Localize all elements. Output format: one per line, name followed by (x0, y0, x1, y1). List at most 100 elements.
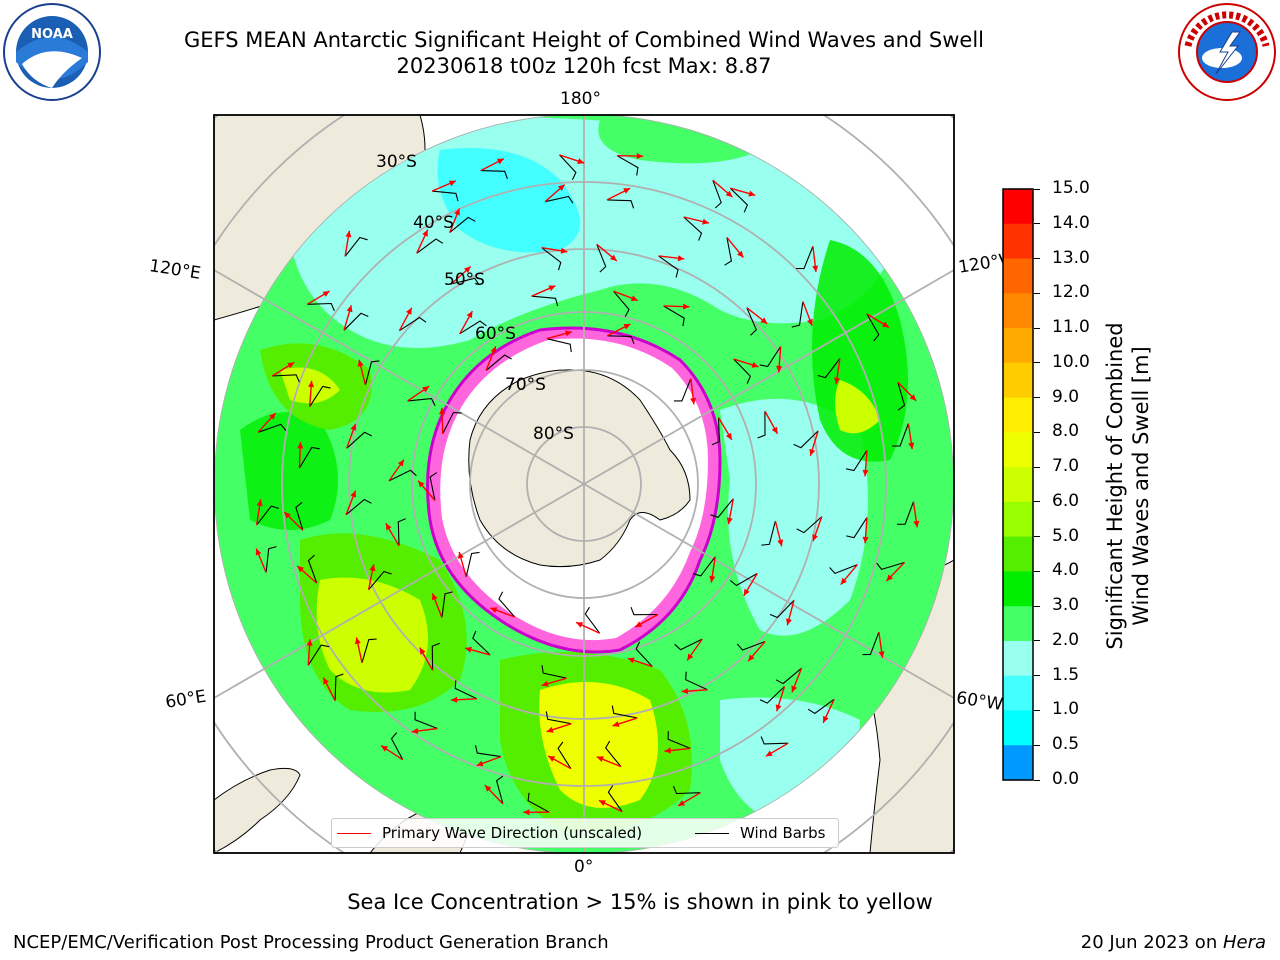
wind-barb (674, 638, 703, 651)
wind-barb (298, 446, 320, 469)
wind-barb (474, 745, 502, 758)
wave-arrow-head (598, 800, 606, 806)
wave-arrow-head (255, 548, 262, 556)
colorbar-segment (1003, 467, 1033, 503)
wave-arrow-head (284, 512, 291, 519)
noaa-logo: NOAA (3, 3, 101, 101)
colorbar-tick-mark (1034, 744, 1040, 746)
lon-label-0: 0° (574, 857, 594, 877)
wave-arrow-head (623, 188, 631, 194)
wave-arrow-head (465, 646, 472, 653)
wind-barb (775, 667, 802, 685)
colorbar-segment (1003, 536, 1033, 573)
wave-arrow-head (523, 809, 530, 816)
legend-black-line (695, 832, 729, 834)
wave-arrow-head (690, 397, 697, 405)
colorbar-tick-mark (1034, 258, 1040, 260)
colorbar-tick-mark (1034, 397, 1040, 399)
wave-arrow-head (807, 318, 813, 326)
sea-ice-note: Sea Ice Concentration > 15% is shown in … (347, 890, 933, 914)
wind-barb (541, 247, 562, 271)
wave-arrow-head (431, 593, 438, 601)
colorbar-segment (1003, 675, 1033, 712)
wind-barb (407, 398, 436, 407)
colorbar-tick-mark (1034, 605, 1040, 607)
wind-barb (685, 671, 708, 691)
wave-arrow-head (350, 423, 357, 431)
wind-barb (729, 187, 749, 213)
wave-arrow-head (548, 756, 556, 762)
colorbar (1002, 188, 1034, 781)
wave-arrow-head (357, 359, 364, 367)
wind-barb (272, 374, 300, 383)
wind-barb (736, 640, 766, 651)
wind-barb (795, 246, 814, 270)
africa-land (214, 767, 301, 853)
wind-barb (472, 630, 491, 656)
wave-arrow-head (627, 657, 635, 664)
colorbar-tick-mark (1034, 570, 1040, 572)
wave-arrow-head (323, 677, 329, 685)
wind-barb (793, 430, 819, 449)
wind-barb (667, 731, 691, 749)
legend-barbs-label: Wind Barbs (740, 824, 826, 842)
antarctica-land (468, 369, 691, 568)
wave-arrow-head (464, 266, 471, 273)
colorbar-segment (1003, 223, 1033, 260)
wave-arrow-head (345, 230, 352, 238)
wind-barb (897, 501, 915, 525)
wave-arrow-head (677, 255, 685, 262)
legend-red-line (337, 832, 371, 834)
colorbar-segment (1003, 745, 1033, 781)
wind-barb (429, 472, 438, 501)
wind-barb (431, 642, 440, 671)
wind-barb (630, 607, 658, 616)
wind-barb (441, 591, 453, 618)
wave-arrow-head (297, 442, 304, 449)
wind-barb (442, 411, 462, 435)
lat-label-80s: 80°S (533, 424, 574, 444)
wave-arrow-head (306, 639, 313, 646)
wind-barb (390, 732, 404, 761)
wave-arrow-head (882, 321, 889, 328)
wave-arrow-head (678, 800, 686, 806)
wave-arrow-head (862, 469, 869, 477)
wave-arrow-head (411, 728, 419, 734)
wave-arrow-head (454, 208, 460, 216)
wave-arrow-head (546, 726, 554, 733)
wind-barb (527, 792, 550, 813)
wind-barb (465, 551, 480, 578)
legend-wave-label: Primary Wave Direction (unscaled) (382, 824, 643, 842)
colorbar-tick-label: 3.0 (1052, 595, 1080, 616)
wind-barb (724, 237, 733, 266)
wind-barb (846, 517, 868, 539)
colorbar-tick-label: 11.0 (1052, 317, 1090, 338)
wind-barb (759, 346, 782, 368)
wave-arrow-head (448, 180, 456, 187)
wave-arrow-head (385, 523, 392, 531)
wind-barb (346, 431, 373, 449)
wave-arrow-head (751, 362, 759, 368)
colorbar-tick-label: 13.0 (1052, 247, 1090, 268)
wind-barb (295, 501, 304, 531)
wave-arrow-head (913, 520, 920, 528)
wave-arrow-head (748, 654, 755, 662)
wind-barb (344, 236, 368, 257)
wind-barb (663, 305, 685, 327)
wave-arrow-head (557, 184, 565, 191)
colorbar-tick-mark (1034, 501, 1040, 503)
wave-arrow-head (737, 250, 744, 258)
wave-arrow-head (322, 291, 330, 297)
lat-label-70s: 70°S (505, 375, 546, 395)
wave-arrow-head (683, 303, 690, 310)
wave-arrow-head (466, 311, 473, 319)
colorbar-segment (1003, 362, 1033, 399)
wind-barb (345, 498, 372, 516)
colorbar-tick-label: 0.5 (1052, 734, 1080, 755)
wind-barb (876, 561, 905, 571)
colorbar-tick-mark (1034, 466, 1040, 468)
colorbar-label-line2: Wind Waves and Swell [m] (1129, 346, 1153, 626)
wave-arrow-head (760, 317, 768, 324)
wind-barb (256, 505, 280, 526)
